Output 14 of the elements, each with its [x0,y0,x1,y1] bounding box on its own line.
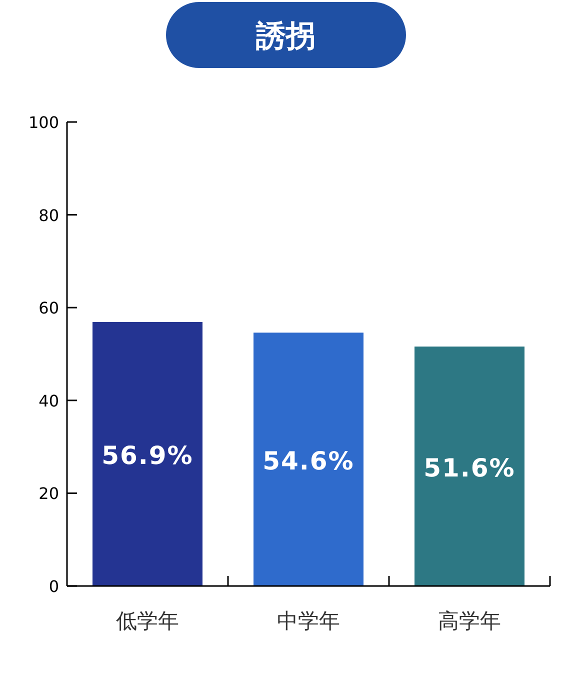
x-tick-label: 中学年 [277,609,340,633]
y-tick-label: 20 [38,484,59,504]
data-label: 56.9% [102,440,194,470]
x-tick-label: 高学年 [438,609,501,633]
x-tick-label: 低学年 [116,609,179,633]
chart-title: 誘拐 [255,19,316,54]
y-tick-label: 40 [38,391,59,410]
title: 誘拐 [166,2,406,68]
data-label: 51.6% [424,453,516,482]
y-tick-label: 60 [38,298,59,318]
y-tick-label: 80 [38,206,59,225]
data-label: 54.6% [262,446,354,476]
y-tick-label: 100 [28,113,59,132]
y-tick-label: 0 [48,577,59,596]
